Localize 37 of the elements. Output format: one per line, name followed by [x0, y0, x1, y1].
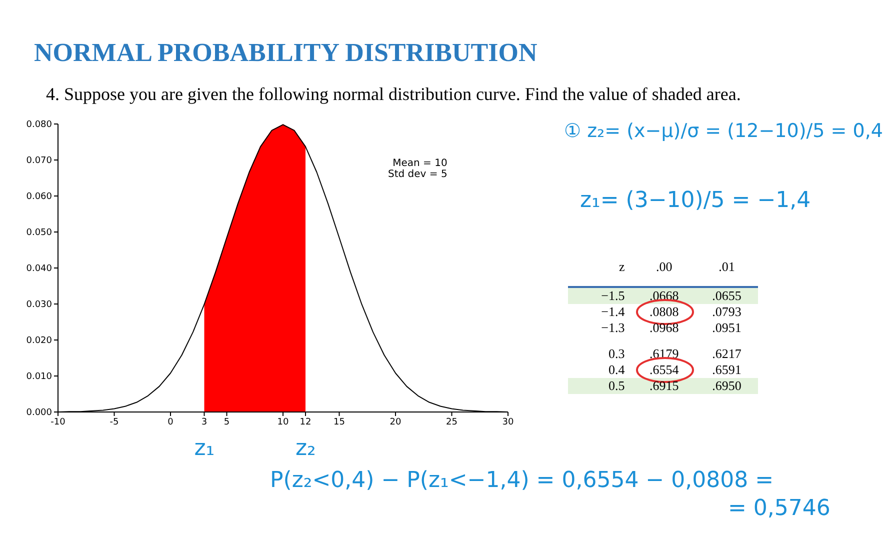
y-tick-label: 0.030	[26, 300, 52, 310]
text: 0.3 .6179 .6217	[608, 346, 742, 361]
text: = 0,5746	[728, 496, 830, 521]
y-tick-label: 0.060	[26, 192, 52, 202]
x-tick-label: 30	[502, 417, 514, 428]
text: −1.3 .0968 .0951	[601, 320, 742, 335]
y-tick-label: 0.070	[26, 156, 52, 166]
text: ① z₂= (x−μ)/σ = (12−10)/5 = 0,4	[564, 120, 883, 142]
x-tick-label: 25	[446, 417, 458, 428]
y-tick-label: 0.020	[26, 336, 52, 346]
annotation: z₂	[296, 436, 316, 461]
x-tick-label: 12	[300, 417, 312, 428]
text: z .00 .01	[618, 259, 735, 274]
y-tick-label: 0.040	[26, 264, 52, 274]
x-tick-label: 0	[168, 417, 174, 428]
annotation: Mean = 10	[392, 158, 448, 169]
x-tick-label: -10	[50, 417, 66, 428]
annotation: Std dev = 5	[388, 169, 448, 180]
x-tick-label: 5	[224, 417, 230, 428]
x-tick-label: 3	[201, 417, 208, 428]
text: P(z₂<0,4) − P(z₁<−1,4) = 0,6554 − 0,0808 =	[270, 468, 774, 493]
text: −1.4 .0808 .0793	[601, 304, 742, 319]
text: −1.5 .0668 .0655	[601, 288, 742, 303]
x-tick-label: 15	[334, 417, 345, 428]
y-tick-label: 0.050	[26, 228, 52, 238]
text: 0.5 .6915 .6950	[608, 378, 742, 393]
chart-title: NORMAL PROBABILITY DISTRIBUTION	[34, 38, 538, 68]
y-tick-label: 0.010	[26, 372, 52, 382]
text: z₁= (3−10)/5 = −1,4	[580, 188, 811, 213]
y-tick-label: 0.000	[26, 408, 52, 418]
x-tick-label: -5	[110, 417, 119, 428]
x-tick-label: 10	[277, 417, 289, 428]
annotation: z₁	[194, 436, 215, 461]
x-tick-label: 20	[390, 417, 402, 428]
y-tick-label: 0.080	[26, 120, 52, 130]
chart-subtitle: 4. Suppose you are given the following normal distribution curve. Find the value of shaded area.	[46, 84, 741, 105]
text: 0.4 .6554 .6591	[608, 362, 742, 377]
